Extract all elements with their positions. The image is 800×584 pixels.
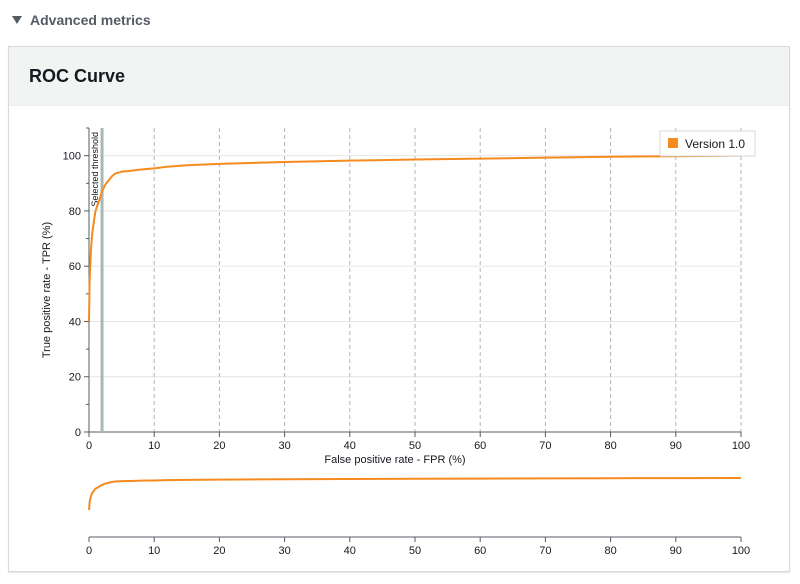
legend-label: Version 1.0 [685, 137, 745, 151]
card-title: ROC Curve [29, 65, 126, 86]
y-tick-label: 20 [69, 372, 81, 384]
overview-series-line [88, 477, 742, 511]
advanced-metrics-toggle[interactable]: Advanced metrics [12, 12, 151, 28]
x-axis-label: False positive rate - FPR (%) [324, 454, 465, 466]
y-tick-label: 100 [63, 151, 81, 163]
card-header: ROC Curve [9, 47, 789, 106]
overview-x-tick-label: 70 [539, 545, 551, 557]
threshold-label: Selected threshold [90, 132, 100, 207]
series-line-version-1-0 [88, 154, 742, 322]
section-title: Advanced metrics [30, 12, 151, 28]
overview-x-tick-label: 40 [344, 545, 356, 557]
x-tick-label: 40 [344, 440, 356, 452]
x-tick-label: 80 [604, 440, 616, 452]
overview-x-tick-label: 60 [474, 545, 486, 557]
overview-x-tick-label: 20 [213, 545, 225, 557]
overview-x-tick-label: 50 [409, 545, 421, 557]
y-tick-label: 80 [69, 206, 81, 218]
x-tick-label: 50 [409, 440, 421, 452]
caret-down-icon [12, 16, 22, 24]
x-tick-label: 100 [732, 440, 750, 452]
x-tick-label: 70 [539, 440, 551, 452]
x-tick-label: 10 [148, 440, 160, 452]
x-tick-label: 60 [474, 440, 486, 452]
legend-swatch [668, 138, 678, 148]
overview-x-tick-label: 30 [278, 545, 290, 557]
y-tick-label: 60 [69, 261, 81, 273]
y-tick-label: 40 [69, 316, 81, 328]
x-tick-label: 0 [86, 440, 92, 452]
y-tick-label: 0 [75, 427, 81, 439]
x-tick-label: 30 [278, 440, 290, 452]
overview-x-tick-label: 0 [86, 545, 92, 557]
x-tick-label: 90 [670, 440, 682, 452]
overview-x-tick-label: 80 [604, 545, 616, 557]
x-tick-label: 20 [213, 440, 225, 452]
overview-x-tick-label: 10 [148, 545, 160, 557]
overview-x-tick-label: 100 [732, 545, 750, 557]
y-axis-label: True positive rate - TPR (%) [41, 222, 53, 358]
overview-x-tick-label: 90 [670, 545, 682, 557]
